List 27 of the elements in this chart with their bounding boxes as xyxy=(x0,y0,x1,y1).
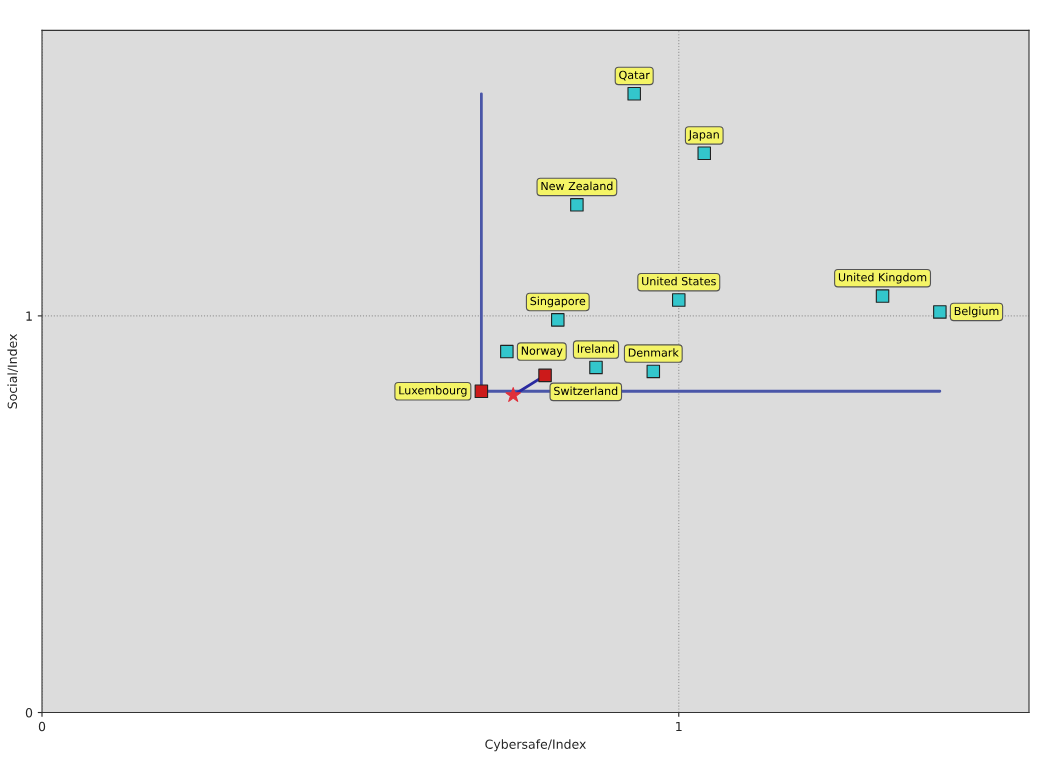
point xyxy=(646,364,661,379)
series-label: Belgium xyxy=(954,306,999,318)
series-label: United States xyxy=(642,276,716,286)
y-axis-title: Social/Index xyxy=(7,333,19,409)
point xyxy=(570,198,584,212)
series-label: Switzerland xyxy=(554,386,618,396)
point xyxy=(672,293,686,307)
point xyxy=(474,384,489,399)
x-axis-title: Cybersafe/Index xyxy=(485,739,586,752)
series-label: Japan xyxy=(688,130,719,141)
point xyxy=(538,368,552,383)
point xyxy=(875,289,890,303)
series-label: New Zealand xyxy=(541,181,613,191)
point xyxy=(551,313,565,327)
series-label: Ireland xyxy=(577,344,615,353)
point xyxy=(697,146,712,161)
point xyxy=(933,305,947,319)
series-label: United Kingdom xyxy=(838,272,927,284)
series-label: Qatar xyxy=(619,70,650,81)
series-label: Norway xyxy=(521,346,563,357)
series-label: Denmark xyxy=(628,348,679,357)
point xyxy=(627,87,641,101)
point xyxy=(589,360,603,375)
point xyxy=(500,344,514,359)
series-label: Luxembourg xyxy=(399,385,467,397)
point xyxy=(505,387,522,402)
series-label: Singapore xyxy=(530,296,586,308)
